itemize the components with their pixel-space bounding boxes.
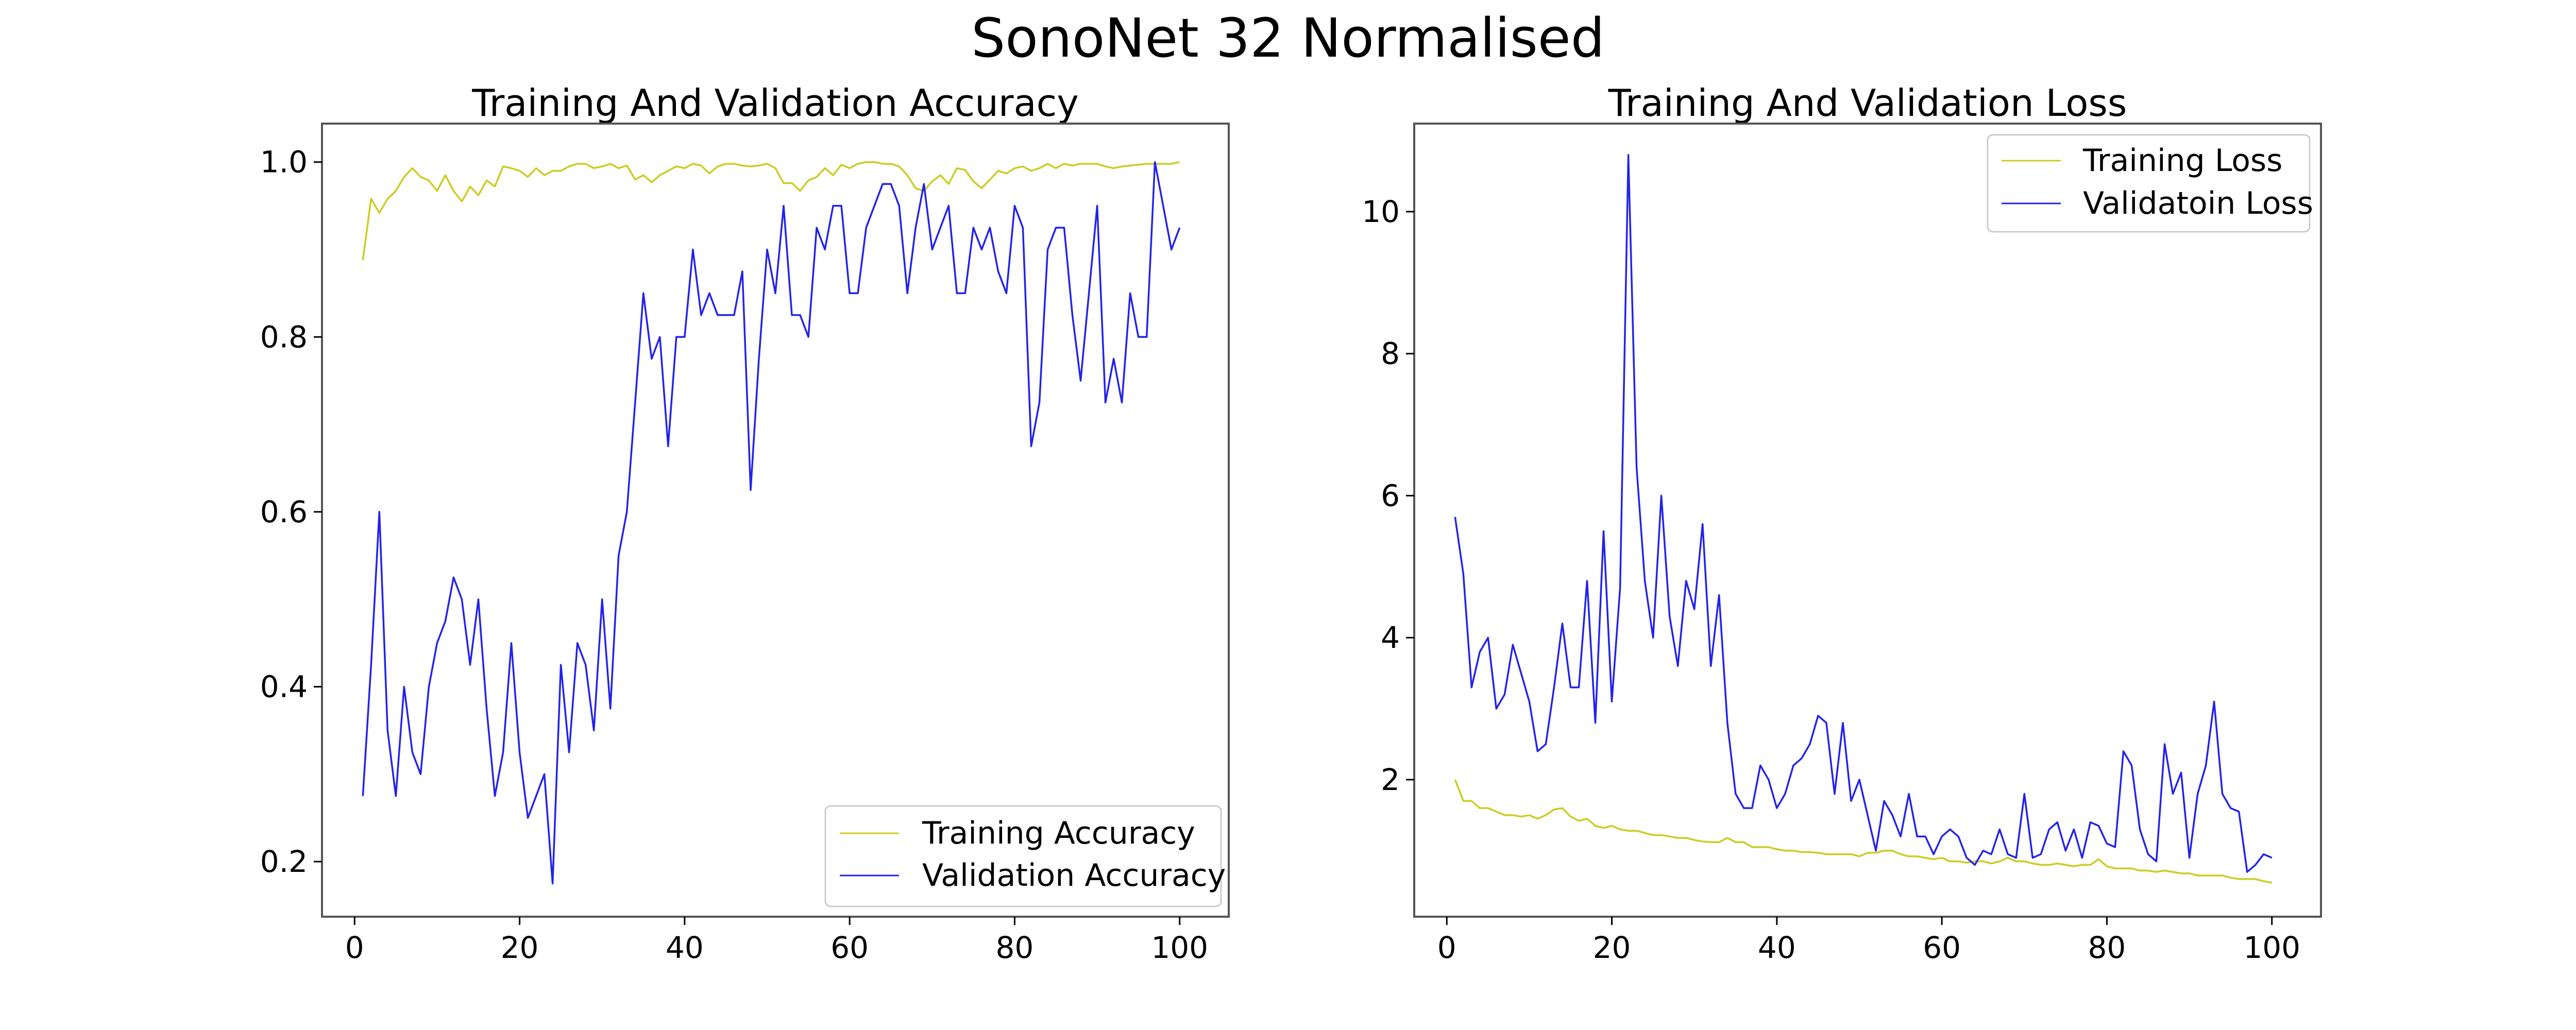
loss-x-tick-label: 20	[1593, 930, 1631, 965]
accuracy-y-tick-label: 0.4	[260, 669, 308, 704]
accuracy-legend-box	[824, 805, 1222, 907]
accuracy-x-tick-label: 20	[501, 930, 539, 965]
loss-x-tick-label: 0	[1437, 930, 1456, 965]
series-line-validatoin-loss	[1454, 153, 2273, 873]
accuracy-y-axis: 0.2 0.4 0.6 0.8 1.0	[260, 145, 322, 879]
accuracy-x-tick-label: 100	[1151, 930, 1208, 965]
legend-label-validatoin-loss: Validatoin Loss	[2083, 185, 2313, 221]
accuracy-y-tick-label: 0.8	[260, 319, 308, 354]
series-line-training-accuracy	[362, 161, 1180, 261]
accuracy-chart-title: Training And Validation Accuracy	[471, 81, 1079, 125]
loss-legend: Training Loss Validatoin Loss	[1987, 134, 2313, 233]
accuracy-plot-frame	[321, 123, 1230, 918]
loss-chart-title: Training And Validation Loss	[1608, 81, 2127, 125]
accuracy-y-tick-label: 0.2	[260, 844, 308, 879]
accuracy-x-tick-label: 80	[996, 930, 1034, 965]
series-line-training-loss	[1454, 779, 2272, 884]
loss-x-tick-label: 60	[1923, 930, 1961, 965]
accuracy-x-tick-label: 60	[831, 930, 869, 965]
loss-y-tick-label: 2	[1381, 762, 1400, 797]
loss-lines	[1454, 153, 2273, 884]
loss-x-axis: 0 20 40 60 80 100	[1437, 917, 2300, 965]
loss-x-tick-label: 80	[2088, 930, 2126, 965]
accuracy-y-tick-label: 1.0	[260, 145, 308, 180]
accuracy-x-tick-label: 0	[345, 930, 364, 965]
accuracy-y-tick-label: 0.6	[260, 494, 308, 529]
loss-x-tick-label: 100	[2243, 930, 2300, 965]
legend-label-validation-accuracy: Validation Accuracy	[922, 857, 1226, 894]
loss-y-tick-label: 6	[1381, 478, 1400, 513]
loss-chart: Training And Validation Loss 0 20 40 60 80 10…	[1362, 81, 2322, 965]
accuracy-x-axis: 0 20 40 60 80 100	[345, 917, 1208, 965]
loss-y-tick-label: 10	[1362, 194, 1400, 229]
legend-label-training-accuracy: Training Accuracy	[922, 815, 1195, 851]
loss-y-tick-label: 4	[1381, 620, 1400, 655]
series-line-validation-accuracy	[362, 161, 1181, 885]
accuracy-x-tick-label: 40	[666, 930, 704, 965]
figure-title: SonoNet 32 Normalised	[971, 7, 1605, 70]
loss-legend-box	[1987, 134, 2311, 233]
accuracy-legend: Training Accuracy Validation Accuracy	[824, 805, 1226, 907]
accuracy-lines	[362, 161, 1181, 885]
loss-y-axis: 2 4 6 8 10	[1362, 194, 1414, 797]
loss-plot-frame	[1413, 123, 2322, 918]
legend-label-training-loss: Training Loss	[2082, 143, 2282, 179]
accuracy-chart: Training And Validation Accuracy 0 20 40 60…	[260, 81, 1230, 965]
loss-x-tick-label: 40	[1758, 930, 1796, 965]
loss-y-tick-label: 8	[1381, 336, 1400, 371]
